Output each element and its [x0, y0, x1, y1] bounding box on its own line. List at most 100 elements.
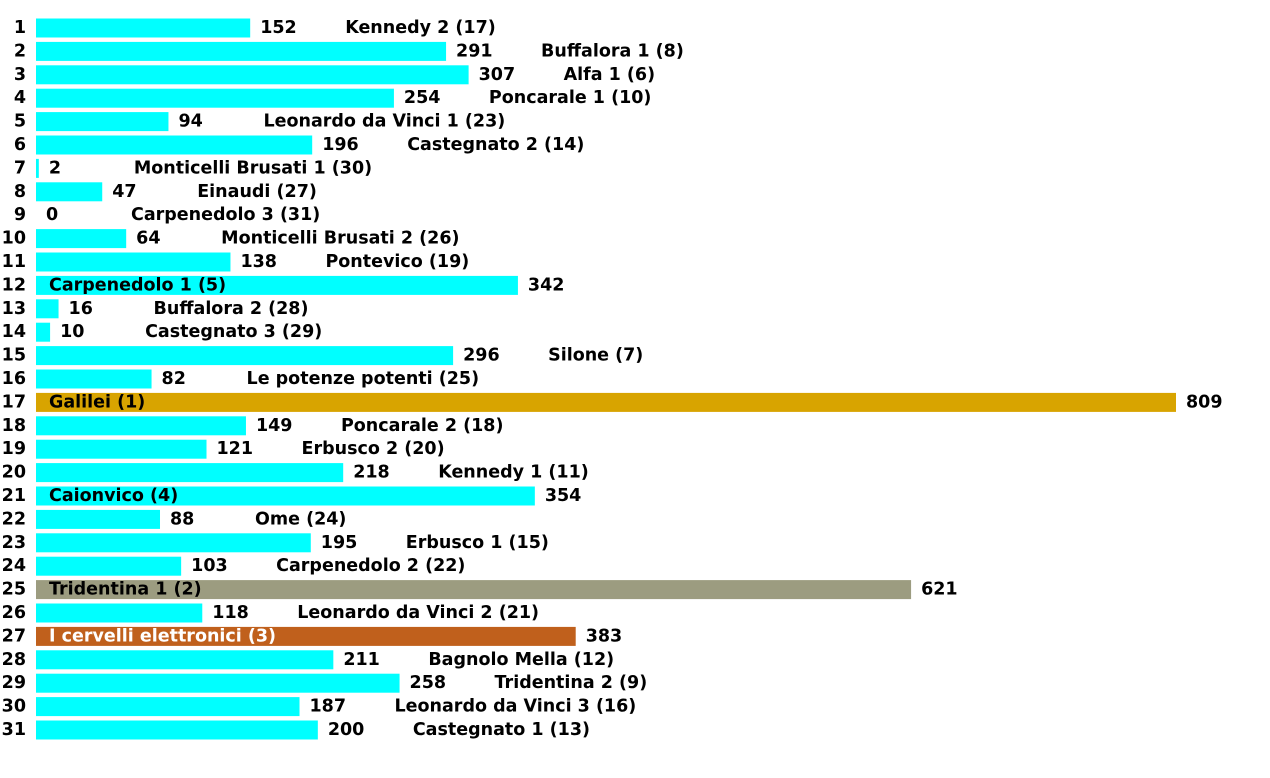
value-label: 258 [410, 673, 447, 693]
bar [36, 580, 912, 600]
team-label: Buffalora 1 (8) [541, 41, 684, 61]
bar [36, 603, 203, 623]
value-label: 621 [921, 580, 958, 600]
team-label: Alfa 1 (6) [564, 65, 656, 85]
rank-label: 15 [2, 346, 26, 366]
bar [36, 486, 535, 506]
value-label: 64 [136, 229, 160, 249]
rank-label: 29 [2, 673, 26, 693]
rank-label: 23 [2, 533, 26, 553]
value-label: 254 [404, 88, 441, 108]
value-label: 47 [112, 182, 136, 202]
bar [36, 369, 152, 389]
value-label: 118 [212, 603, 249, 623]
value-label: 10 [60, 322, 84, 342]
bar [36, 88, 394, 108]
value-label: 383 [586, 626, 623, 646]
value-label: 0 [46, 205, 58, 225]
team-label: Bagnolo Mella (12) [428, 650, 614, 670]
value-label: 103 [191, 556, 228, 576]
rank-label: 19 [2, 439, 26, 459]
team-label: Erbusco 2 (20) [302, 439, 445, 459]
value-label: 342 [528, 275, 565, 295]
team-label: Le potenze potenti (25) [247, 369, 480, 389]
rank-label: 18 [2, 416, 26, 436]
value-label: 218 [353, 463, 390, 483]
team-label: Castegnato 2 (14) [407, 135, 584, 155]
rank-label: 25 [2, 580, 26, 600]
team-label: Poncarale 2 (18) [341, 416, 504, 436]
rank-label: 9 [14, 205, 26, 225]
rank-label: 10 [2, 229, 26, 249]
rank-label: 24 [2, 556, 26, 576]
bar [36, 556, 182, 576]
value-label: 138 [240, 252, 277, 272]
team-label: Castegnato 1 (13) [413, 720, 590, 740]
team-label: Castegnato 3 (29) [145, 322, 322, 342]
team-label: Carpenedolo 2 (22) [276, 556, 465, 576]
rank-label: 7 [14, 158, 26, 178]
rank-label: 21 [2, 486, 26, 506]
value-label: 2 [49, 158, 61, 178]
bar [36, 322, 51, 342]
rank-label: 4 [14, 88, 26, 108]
team-label: Poncarale 1 (10) [489, 88, 652, 108]
bar [36, 416, 246, 436]
rank-label: 8 [14, 182, 26, 202]
rank-label: 13 [2, 299, 26, 319]
team-label: Carpenedolo 1 (5) [49, 275, 226, 295]
bar [36, 439, 207, 459]
bar [36, 275, 518, 295]
team-label: I cervelli elettronici (3) [49, 626, 276, 646]
team-label: Caionvico (4) [49, 486, 178, 506]
team-label: Galilei (1) [49, 392, 145, 412]
rank-label: 30 [2, 697, 26, 717]
bar [36, 509, 161, 529]
bar [36, 252, 231, 272]
rank-label: 1 [14, 18, 26, 38]
value-label: 809 [1186, 392, 1223, 412]
bar [36, 697, 300, 717]
rank-label: 17 [2, 392, 26, 412]
bar [36, 65, 469, 85]
team-label: Leonardo da Vinci 1 (23) [263, 112, 505, 132]
value-label: 307 [479, 65, 516, 85]
team-label: Silone (7) [548, 346, 643, 366]
value-label: 211 [343, 650, 380, 670]
team-label: Monticelli Brusati 2 (26) [221, 229, 459, 249]
rank-label: 20 [2, 463, 26, 483]
bar [36, 626, 576, 646]
team-label: Kennedy 1 (11) [438, 463, 589, 483]
value-label: 195 [321, 533, 358, 553]
rank-label: 31 [2, 720, 26, 740]
value-label: 291 [456, 41, 493, 61]
value-label: 121 [217, 439, 254, 459]
bar [36, 112, 169, 132]
bar [36, 533, 311, 553]
bar [36, 18, 251, 38]
value-label: 149 [256, 416, 293, 436]
team-label: Pontevico (19) [325, 252, 469, 272]
rank-label: 26 [2, 603, 26, 623]
rank-label: 22 [2, 509, 26, 529]
bar [36, 346, 454, 366]
bar [36, 720, 318, 740]
team-label: Leonardo da Vinci 2 (21) [297, 603, 539, 623]
bar [36, 673, 400, 693]
bar [36, 135, 313, 155]
rank-label: 2 [14, 41, 26, 61]
team-label: Leonardo da Vinci 3 (16) [395, 697, 637, 717]
value-label: 187 [310, 697, 347, 717]
rank-label: 6 [14, 135, 26, 155]
value-label: 82 [162, 369, 186, 389]
rank-label: 5 [14, 112, 26, 132]
team-label: Buffalora 2 (28) [154, 299, 309, 319]
bar [36, 392, 1176, 412]
value-label: 16 [69, 299, 93, 319]
team-label: Carpenedolo 3 (31) [131, 205, 320, 225]
team-label: Kennedy 2 (17) [345, 18, 496, 38]
bar [36, 41, 447, 61]
team-label: Einaudi (27) [197, 182, 317, 202]
bar [36, 229, 127, 249]
